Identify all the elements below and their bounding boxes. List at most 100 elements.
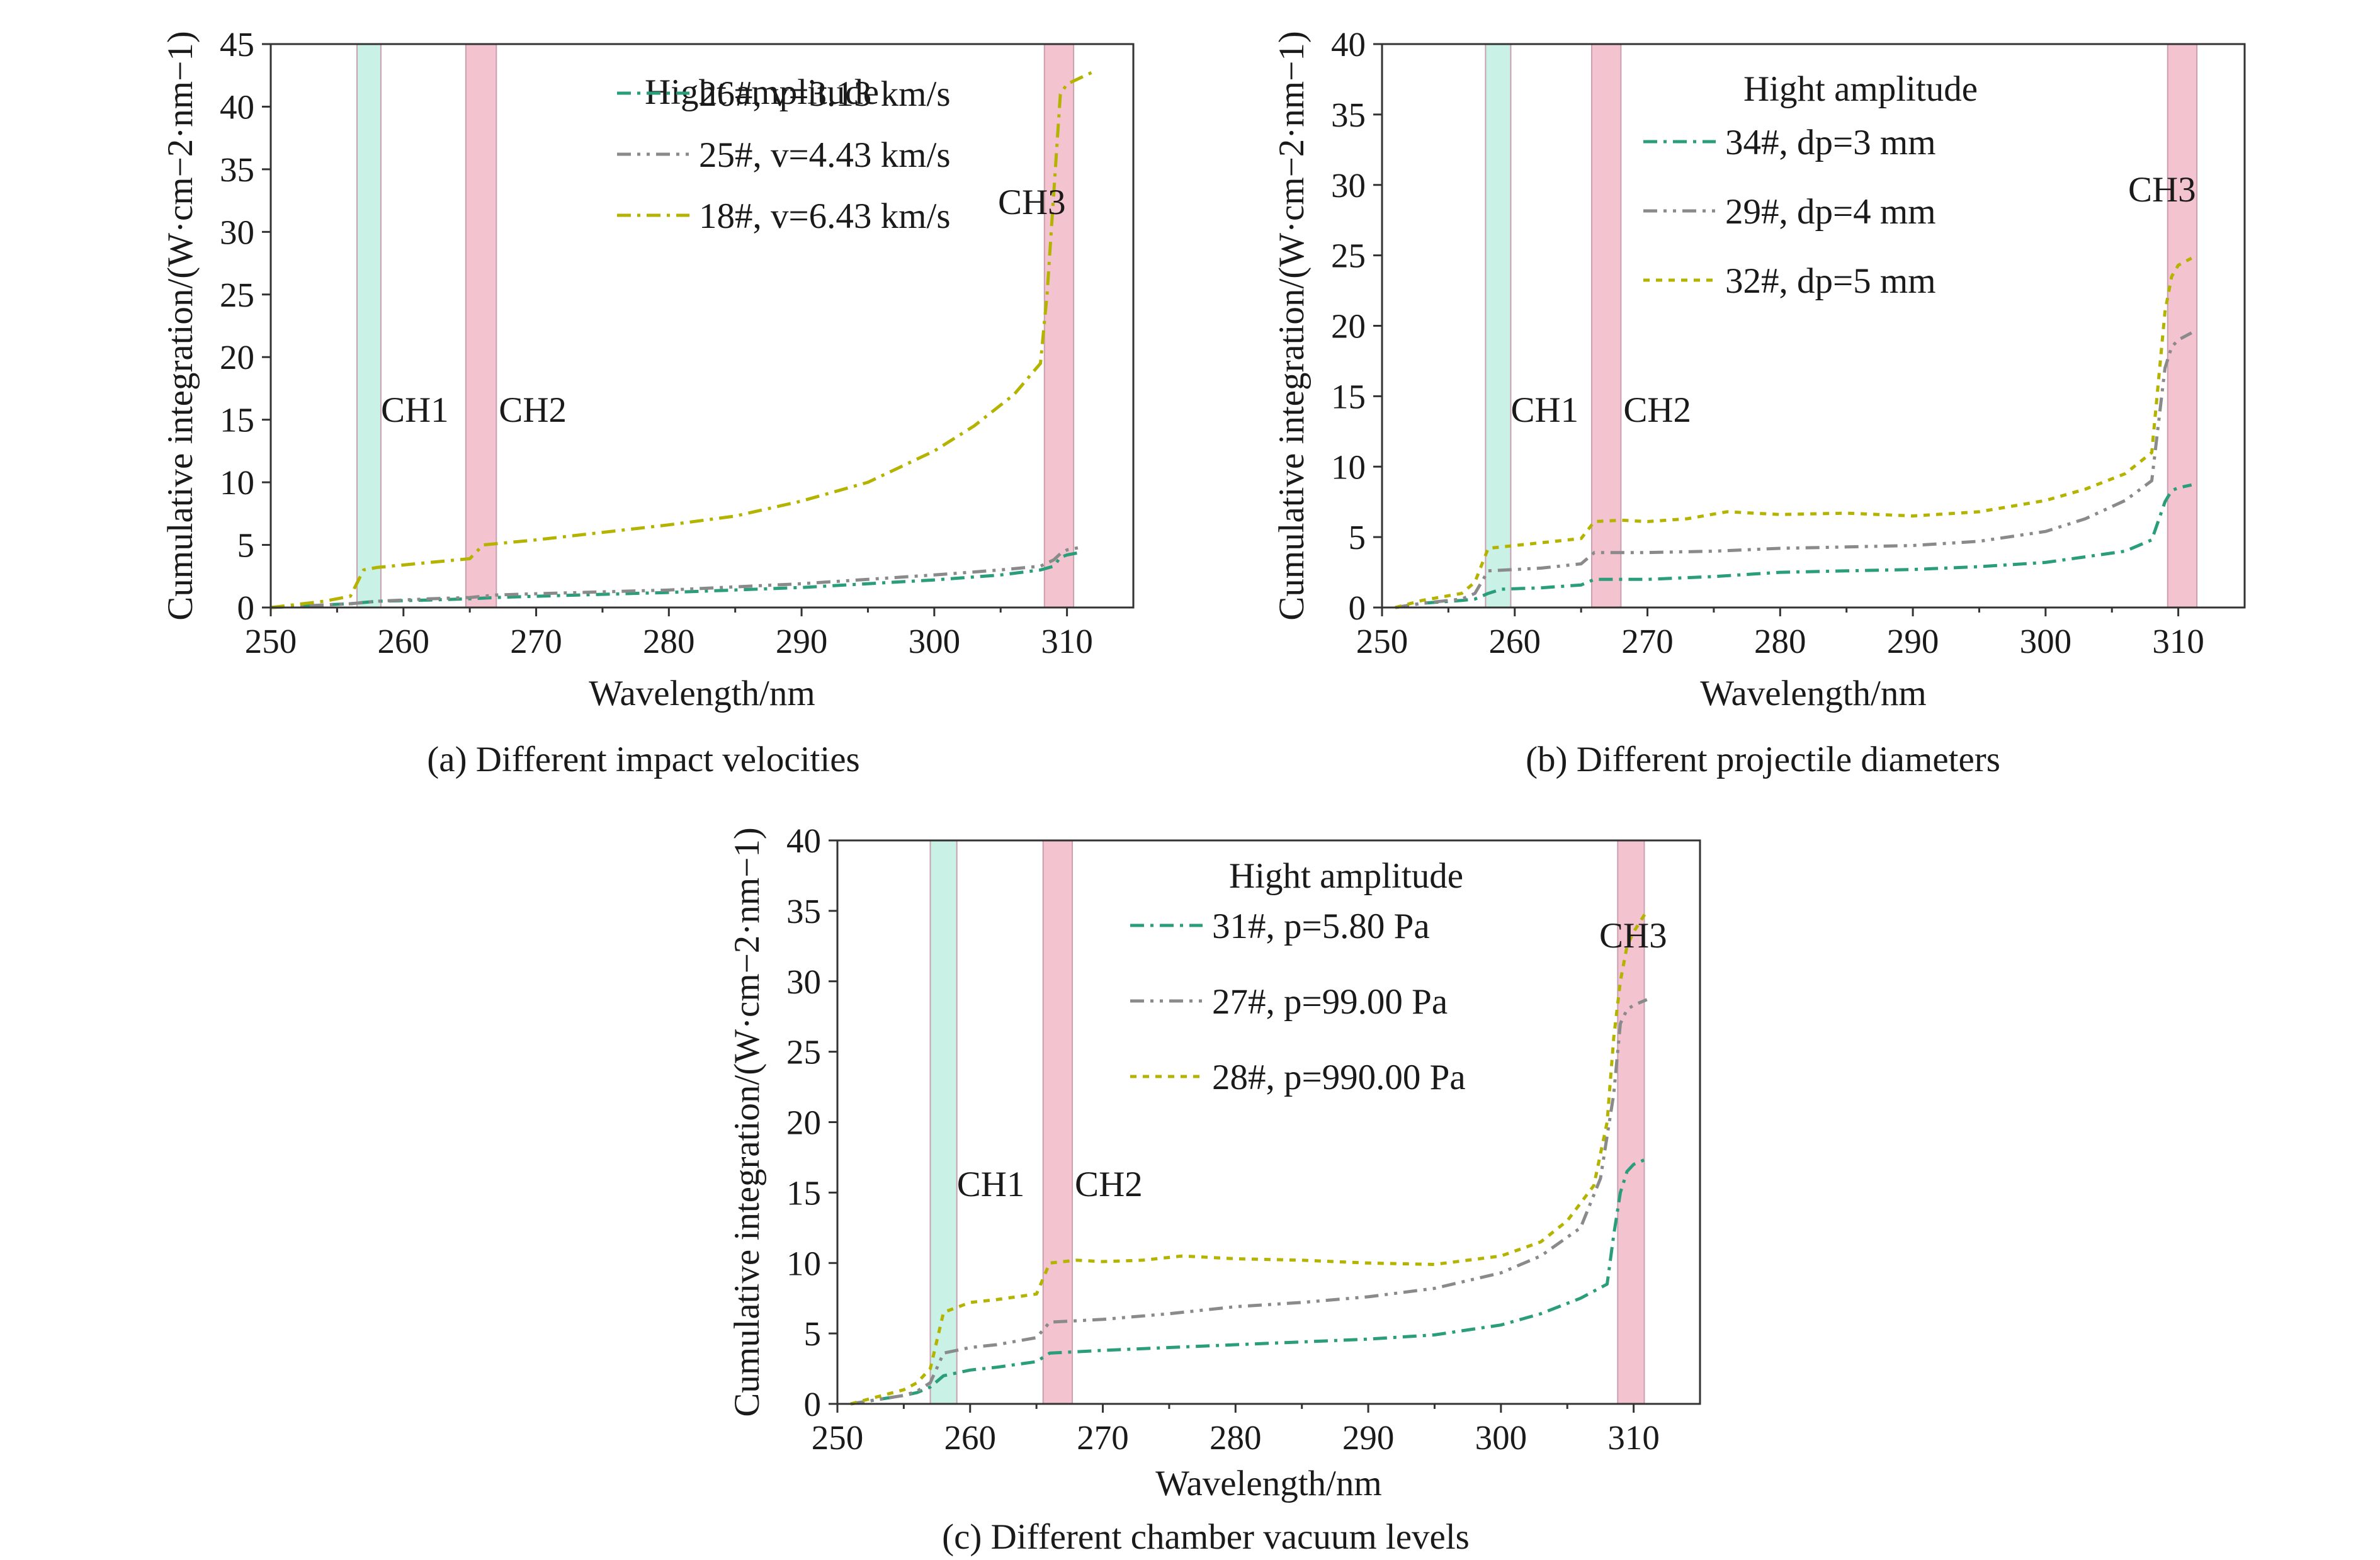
x-axis-label: Wavelength/nm <box>1155 1464 1381 1503</box>
x-tick-label: 290 <box>1342 1418 1395 1457</box>
y-tick-label: 40 <box>220 88 254 126</box>
x-tick-label: 260 <box>378 622 430 660</box>
x-tick-label: 270 <box>510 622 562 660</box>
channel-band-ch1 <box>929 840 958 1405</box>
y-tick-label: 15 <box>220 401 254 439</box>
y-tick-label: 25 <box>786 1033 821 1071</box>
y-tick-label: 0 <box>1349 589 1366 627</box>
y-tick-label: 30 <box>1331 166 1366 205</box>
y-axis-label: Cumulative integration/(W·cm−2·nm−1) <box>1272 31 1312 620</box>
series-line-2 <box>270 70 1094 609</box>
series-line-0 <box>850 1157 1648 1406</box>
x-tick-label: 310 <box>2152 622 2204 660</box>
channel-band-ch3 <box>1617 840 1645 1405</box>
y-tick-label: 30 <box>220 213 254 251</box>
series-line-2 <box>1395 256 2192 609</box>
y-tick-label: 25 <box>220 276 254 314</box>
y-tick-label: 30 <box>786 963 821 1001</box>
series-line-1 <box>1395 331 2192 609</box>
y-tick-label: 35 <box>1331 96 1366 134</box>
channel-label-ch3: CH3 <box>1599 916 1667 956</box>
y-tick-label: 0 <box>237 589 255 627</box>
legend-title: Hight amplitude <box>1229 856 1463 896</box>
y-tick-label: 10 <box>1331 448 1366 486</box>
channel-band-ch1 <box>356 43 382 608</box>
legend-entry: 27#, p=99.00 Pa <box>1212 982 1448 1022</box>
x-tick-label: 310 <box>1041 622 1093 660</box>
x-tick-label: 260 <box>944 1418 997 1457</box>
y-tick-label: 35 <box>220 150 254 189</box>
y-tick-label: 15 <box>1331 377 1366 415</box>
legend-entry: 29#, dp=4 mm <box>1725 192 1936 232</box>
x-tick-label: 280 <box>1754 622 1806 660</box>
chart-panel-c: 250 260 270 280 290 300 310 0 5 10 15 20 25 30 35 40 Wav… <box>727 822 1701 1557</box>
channel-band-ch1 <box>1485 43 1512 608</box>
y-tick-label: 0 <box>804 1385 822 1423</box>
legend-entry: 31#, p=5.80 Pa <box>1212 907 1430 946</box>
series-line-2 <box>850 910 1648 1406</box>
legend-entry: 32#, dp=5 mm <box>1725 261 1936 301</box>
series-line-0 <box>270 551 1081 609</box>
y-tick-label: 10 <box>220 463 254 502</box>
y-tick-label: 40 <box>1331 25 1366 64</box>
channel-label-ch2: CH2 <box>1075 1165 1143 1204</box>
y-tick-label: 5 <box>237 526 255 565</box>
y-tick-label: 40 <box>786 822 821 860</box>
y-tick-label: 20 <box>220 338 254 376</box>
legend-entry: 18#, v=6.43 km/s <box>699 196 951 236</box>
channel-label-ch1: CH1 <box>381 390 449 430</box>
y-tick-label: 25 <box>1331 237 1366 275</box>
y-tick-label: 35 <box>786 892 821 930</box>
y-tick-label: 5 <box>804 1314 822 1353</box>
series-line-1 <box>270 546 1081 609</box>
channel-band-ch2 <box>1042 840 1074 1405</box>
legend-entry: 25#, v=4.43 km/s <box>699 135 951 175</box>
panel-caption: (b) Different projectile diameters <box>1526 740 2000 779</box>
x-tick-label: 270 <box>1621 622 1674 660</box>
x-tick-label: 290 <box>1887 622 1939 660</box>
channel-label-ch2: CH2 <box>1623 390 1691 430</box>
x-tick-label: 290 <box>776 622 828 660</box>
x-tick-label: 310 <box>1607 1418 1660 1457</box>
series-line-0 <box>1395 483 2192 609</box>
series-line-1 <box>850 998 1648 1406</box>
channel-label-ch1: CH1 <box>957 1165 1025 1204</box>
x-tick-label: 300 <box>1475 1418 1527 1457</box>
panel-caption: (a) Different impact velocities <box>427 740 859 779</box>
x-axis-label: Wavelength/nm <box>1700 674 1926 713</box>
x-axis-label: Wavelength/nm <box>589 674 815 713</box>
x-tick-label: 270 <box>1077 1418 1129 1457</box>
legend-title: Hight amplitude <box>1743 69 1978 109</box>
y-tick-label: 20 <box>1331 307 1366 346</box>
y-tick-label: 45 <box>220 25 254 64</box>
x-tick-label: 250 <box>245 622 297 660</box>
plot-frame <box>269 43 1135 609</box>
channel-band-ch3 <box>2167 43 2198 608</box>
channel-label-ch3: CH3 <box>2128 170 2196 210</box>
chart-panel-a: 250 260 270 280 290 300 310 0 5 10 15 20 25 30 35 40 45 W… <box>161 25 1135 779</box>
x-tick-label: 280 <box>1210 1418 1262 1457</box>
y-tick-label: 5 <box>1349 518 1366 557</box>
y-axis-label: Cumulative integration/(W·cm−2·nm−1) <box>161 31 200 620</box>
legend-entry: 34#, dp=3 mm <box>1725 123 1936 162</box>
x-tick-label: 280 <box>643 622 695 660</box>
x-tick-label: 260 <box>1489 622 1541 660</box>
x-tick-label: 300 <box>909 622 961 660</box>
legend-entry: 28#, p=990.00 Pa <box>1212 1058 1466 1097</box>
x-tick-label: 250 <box>1356 622 1408 660</box>
channel-label-ch1: CH1 <box>1510 390 1578 430</box>
y-axis-label: Cumulative integration/(W·cm−2·nm−1) <box>727 827 767 1416</box>
channel-label-ch3: CH3 <box>998 183 1066 222</box>
channel-band-ch2 <box>465 43 497 608</box>
x-tick-label: 300 <box>2020 622 2072 660</box>
channel-band-ch2 <box>1591 43 1622 608</box>
y-tick-label: 20 <box>786 1104 821 1142</box>
channel-band-ch3 <box>1043 43 1075 608</box>
chart-panel-b: 250 260 270 280 290 300 310 0 5 10 15 20 25 30 35 40 Wav… <box>1272 25 2246 779</box>
y-tick-label: 10 <box>786 1244 821 1282</box>
panel-caption: (c) Different chamber vacuum levels <box>942 1517 1470 1557</box>
channel-label-ch2: CH2 <box>499 390 567 430</box>
y-tick-label: 15 <box>786 1173 821 1212</box>
x-tick-label: 250 <box>812 1418 864 1457</box>
